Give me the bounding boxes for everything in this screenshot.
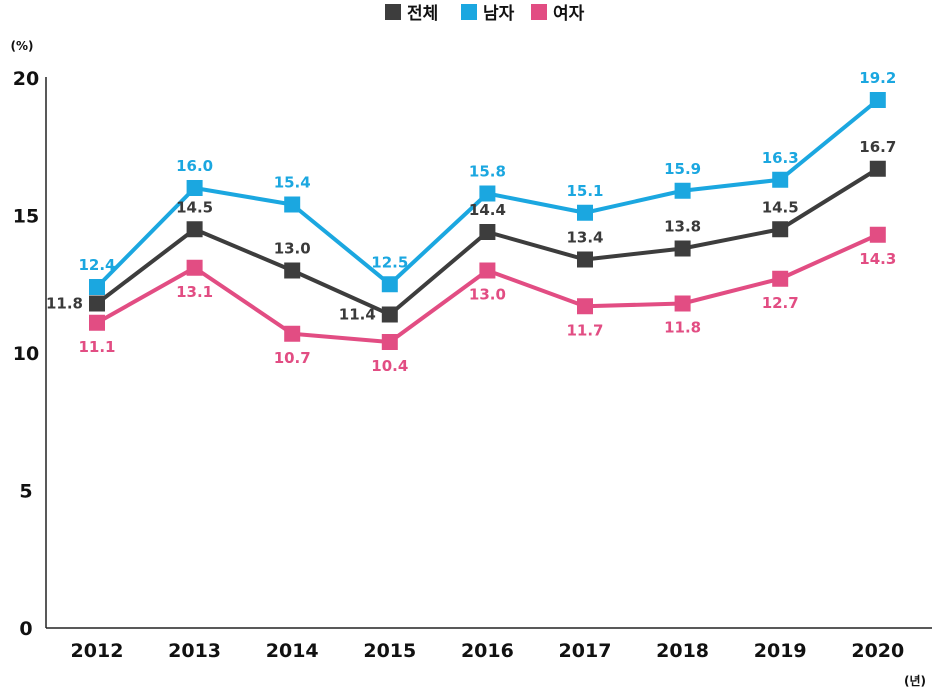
y-tick-label: 5 bbox=[19, 481, 32, 503]
y-tick-label: 10 bbox=[13, 343, 39, 365]
y-tick-label: 0 bbox=[19, 618, 32, 640]
data-label: 16.7 bbox=[859, 138, 896, 156]
data-label: 14.3 bbox=[859, 250, 896, 268]
legend-swatch bbox=[461, 4, 477, 20]
data-label: 14.5 bbox=[762, 198, 799, 216]
data-point-marker bbox=[89, 295, 105, 312]
data-point-marker bbox=[479, 185, 496, 202]
x-axis-ticks: 2012 2013 2014 2015 2016 2017 2018 2019 2020 bbox=[71, 640, 905, 662]
x-tick-label: 2012 bbox=[71, 640, 124, 662]
data-point-marker bbox=[869, 160, 886, 177]
data-label: 13.8 bbox=[664, 218, 701, 236]
data-label: 15.4 bbox=[274, 174, 311, 192]
data-point-marker bbox=[89, 279, 105, 295]
data-label: 11.8 bbox=[46, 295, 83, 313]
x-axis-unit: (년) bbox=[904, 674, 926, 688]
data-point-marker bbox=[674, 182, 691, 199]
data-label: 12.7 bbox=[762, 294, 799, 312]
x-tick-label: 2016 bbox=[461, 640, 514, 662]
data-label: 10.7 bbox=[274, 349, 311, 367]
data-point-marker bbox=[674, 295, 691, 312]
data-point-marker bbox=[577, 251, 593, 268]
data-label: 12.5 bbox=[371, 253, 408, 271]
series-markers bbox=[89, 92, 886, 350]
data-label: 11.8 bbox=[664, 319, 701, 337]
legend-entry: 여자 bbox=[553, 4, 585, 24]
data-point-marker bbox=[479, 262, 496, 279]
data-label: 13.4 bbox=[566, 229, 603, 247]
data-point-marker bbox=[284, 325, 301, 342]
data-point-marker bbox=[284, 196, 301, 213]
legend-entry: 전체 bbox=[407, 4, 438, 24]
y-tick-label: 20 bbox=[13, 68, 39, 90]
data-point-marker bbox=[577, 298, 593, 315]
legend: 전체 남자 여자 bbox=[385, 4, 585, 24]
data-label: 16.0 bbox=[176, 157, 213, 175]
data-label: 11.1 bbox=[78, 338, 115, 356]
data-point-marker bbox=[479, 224, 496, 240]
data-point-marker bbox=[577, 204, 593, 221]
legend-swatch bbox=[385, 4, 401, 20]
data-label: 11.7 bbox=[566, 321, 603, 339]
data-point-marker bbox=[186, 259, 203, 276]
data-point-marker bbox=[381, 334, 398, 350]
x-tick-label: 2013 bbox=[168, 640, 221, 662]
data-label: 14.5 bbox=[176, 198, 213, 216]
data-point-marker bbox=[381, 276, 398, 293]
x-tick-label: 2019 bbox=[754, 640, 807, 662]
data-point-marker bbox=[186, 180, 203, 196]
data-label: 13.0 bbox=[274, 240, 311, 258]
x-tick-label: 2014 bbox=[266, 640, 319, 662]
legend-entry: 남자 bbox=[483, 4, 515, 24]
data-point-marker bbox=[772, 221, 789, 238]
data-point-marker bbox=[869, 226, 886, 243]
data-label: 10.4 bbox=[371, 357, 408, 375]
series-lines bbox=[95, 98, 880, 344]
data-label: 19.2 bbox=[859, 69, 896, 87]
data-label: 12.4 bbox=[78, 256, 115, 274]
data-point-marker bbox=[772, 270, 789, 287]
data-point-marker bbox=[284, 262, 301, 279]
data-label: 13.1 bbox=[176, 283, 213, 301]
y-axis-unit: (%) bbox=[11, 39, 34, 53]
data-point-marker bbox=[381, 306, 398, 323]
y-axis-ticks: 0 5 10 15 20 bbox=[13, 68, 39, 640]
data-point-marker bbox=[89, 314, 105, 331]
data-label: 14.4 bbox=[469, 201, 506, 219]
data-point-marker bbox=[186, 221, 203, 238]
x-tick-label: 2017 bbox=[559, 640, 612, 662]
legend-swatch bbox=[531, 4, 547, 20]
data-label: 13.0 bbox=[469, 286, 506, 304]
data-point-marker bbox=[869, 92, 886, 108]
data-point-marker bbox=[772, 171, 789, 188]
x-tick-label: 2018 bbox=[656, 640, 709, 662]
data-label: 11.4 bbox=[339, 306, 376, 324]
data-label: 15.8 bbox=[469, 163, 506, 181]
x-tick-label: 2020 bbox=[851, 640, 904, 662]
y-tick-label: 15 bbox=[13, 206, 39, 228]
data-point-marker bbox=[674, 240, 691, 257]
data-label: 16.3 bbox=[762, 149, 799, 167]
data-label: 15.1 bbox=[566, 182, 603, 200]
data-label: 15.9 bbox=[664, 160, 701, 178]
x-tick-label: 2015 bbox=[363, 640, 416, 662]
series-labels: 11.8 14.5 13.0 11.4 14.4 13.4 13.8 14.5 16.7 12.4… bbox=[46, 69, 896, 375]
